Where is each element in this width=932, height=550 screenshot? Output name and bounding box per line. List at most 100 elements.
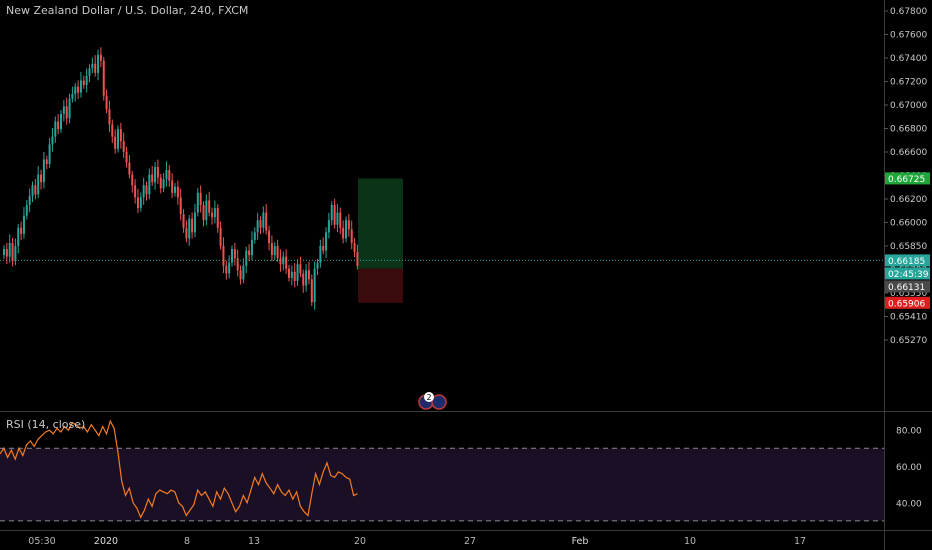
candle [262,212,265,228]
loss-zone[interactable] [358,268,403,303]
candle [74,86,77,95]
candle [188,218,191,239]
time-tick-label: 05:30 [28,536,55,547]
candle [265,212,268,231]
candle [165,170,168,180]
candle [111,124,114,137]
candle [171,180,174,193]
candle [239,270,242,280]
candle [145,185,148,195]
stop-price-label: 0.65906 [888,299,925,309]
candle [151,174,154,183]
target-price-label: 0.66725 [888,175,925,185]
time-tick-label: 20 [354,536,366,547]
price-tick-label: 0.67600 [890,31,927,41]
candle [342,227,345,239]
price-tick-label: 0.66000 [890,219,927,229]
time-tick-label: 13 [248,536,260,547]
candle [17,227,20,246]
candle [25,205,28,216]
price-tick-label: 0.65410 [890,313,927,323]
current-price-label-bg [885,254,930,267]
profit-zone[interactable] [358,178,403,269]
candle [68,98,71,119]
candle [54,121,57,137]
candle [88,68,91,76]
candle [97,54,100,73]
rsi-band [0,448,884,521]
candle [122,141,125,152]
entry-price-label-bg [885,280,930,293]
candle [14,246,17,262]
candle [322,246,325,251]
candle [22,215,25,234]
candle [42,159,45,183]
price-tick-label: 0.65550 [890,289,927,299]
time-tick-label: 27 [464,536,476,547]
rsi-tick-label: 40.00 [896,499,922,509]
candle [290,271,293,278]
candle [185,227,188,239]
time-tick-label: 8 [184,536,190,547]
candle [285,256,288,269]
candle [94,63,97,73]
candle [327,220,330,233]
candle [62,106,65,114]
candle [339,212,342,228]
candle [231,249,233,263]
candle [128,162,131,175]
candle [45,159,48,164]
candle [319,246,322,263]
candle [256,220,259,233]
candle [299,264,302,274]
candle [20,227,23,234]
candle [51,136,54,145]
candle [336,212,339,225]
candle [345,220,347,239]
candle [296,264,299,281]
candle [330,205,333,221]
candle [102,60,105,96]
price-tick-label: 0.65270 [890,336,927,346]
candle [219,227,222,246]
candle [37,174,40,195]
candle [279,258,282,265]
candle [191,218,194,233]
candle [236,258,239,271]
time-tick-label: Feb [572,536,589,547]
rsi-tick-label: 60.00 [896,463,922,473]
candle [310,279,313,303]
price-tick-label: 0.67800 [890,7,927,17]
price-tick-label: 0.66800 [890,125,927,135]
candle [85,75,88,86]
candle [11,242,14,262]
price-tick-label: 0.67000 [890,101,927,111]
candle [40,174,43,183]
candle [293,271,296,281]
candle [248,250,251,256]
candle [34,185,37,195]
candle [307,270,310,280]
event-flag-icon[interactable] [431,394,447,410]
candle [99,54,102,61]
time-tick-label: 2020 [94,536,118,547]
target-price-label-bg [885,172,930,185]
candle [288,268,290,278]
candle [57,121,60,130]
candle [213,208,216,218]
candle [205,200,208,221]
candle [156,167,159,178]
candle [142,185,145,198]
candle [222,246,225,266]
price-tick-label: 0.66600 [890,148,927,158]
candle [347,220,350,230]
price-tick-label: 0.65850 [890,242,927,252]
candle [208,200,211,213]
countdown-label: 02:45:39 [888,270,929,280]
price-tick-label: 0.67200 [890,78,927,88]
candle [313,268,316,303]
event-count-badge [424,392,434,402]
candle [105,95,108,110]
candle [276,246,279,259]
